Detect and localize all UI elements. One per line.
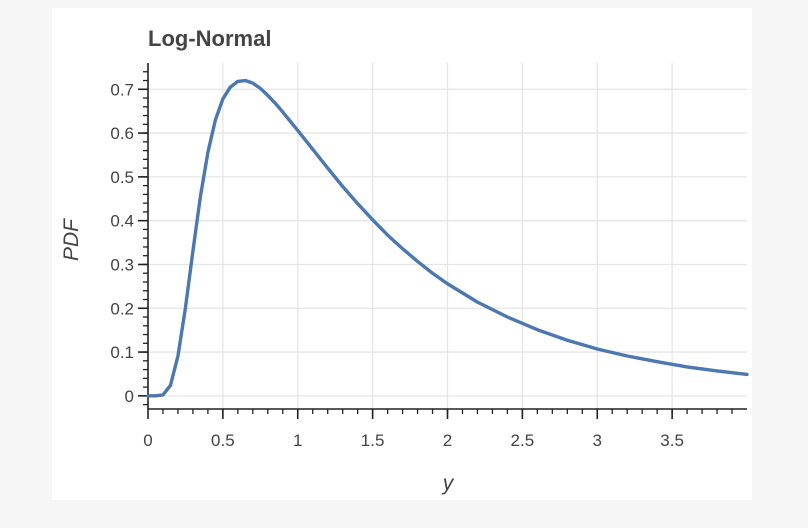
y-tick-label: 0.7 xyxy=(110,80,134,99)
y-tick-label: 0.5 xyxy=(110,168,134,187)
y-tick-label: 0.3 xyxy=(110,255,134,274)
y-tick-label: 0.1 xyxy=(110,343,134,362)
x-tick-label: 0.5 xyxy=(211,431,235,450)
chart-title: Log-Normal xyxy=(148,26,272,51)
series-line xyxy=(146,78,749,398)
x-tick-label: 1.5 xyxy=(361,431,385,450)
axes: 0 0.5 1 1.5 2 2.5 3 3.5 0 0.1 0.2 0.3 0.4 0.5 0.6 0.7 xyxy=(110,63,747,450)
y-tick-label: 0.4 xyxy=(110,212,134,231)
x-tick-label: 3 xyxy=(593,431,602,450)
x-axis-title: y xyxy=(441,472,455,495)
chart-card xyxy=(52,8,752,500)
y-tick-label: 0.6 xyxy=(110,124,134,143)
y-tick-label: 0.2 xyxy=(110,299,134,318)
y-axis-title: PDF xyxy=(60,218,83,261)
x-tick-label: 0 xyxy=(143,431,152,450)
grid-lines xyxy=(148,63,747,409)
y-tick-label: 0 xyxy=(125,387,134,406)
series-group xyxy=(146,78,749,398)
x-tick-label: 3.5 xyxy=(660,431,684,450)
x-tick-label: 1 xyxy=(293,431,302,450)
x-tick-label: 2 xyxy=(443,431,452,450)
x-tick-label: 2.5 xyxy=(511,431,535,450)
